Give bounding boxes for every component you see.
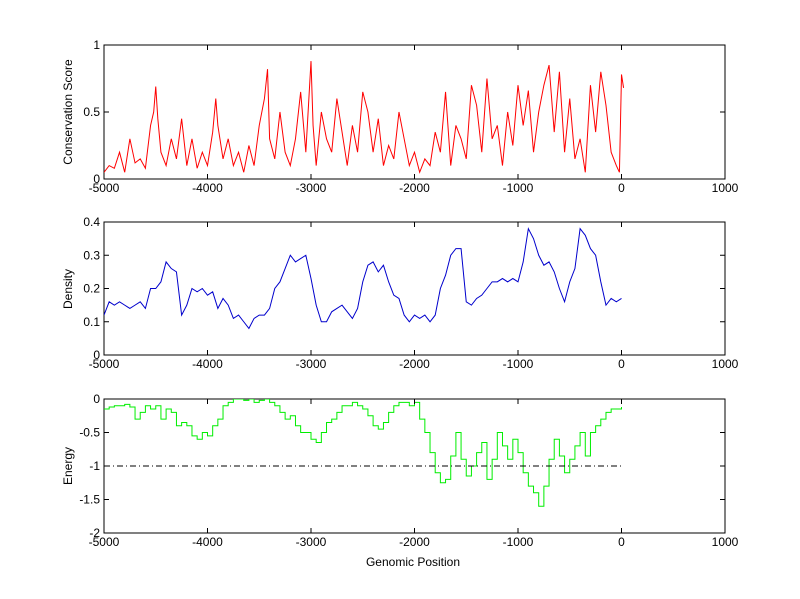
conservation-xtick-label: 0 bbox=[618, 181, 625, 195]
density-ytick-label: 0.4 bbox=[83, 215, 100, 229]
energy-xtick-label: -4000 bbox=[192, 535, 223, 549]
conservation-ytick-label: 1 bbox=[93, 38, 100, 52]
energy-ytick-label: -1 bbox=[89, 459, 100, 473]
energy-ytick-label: -0.5 bbox=[79, 426, 100, 440]
energy-ytick-label: -1.5 bbox=[79, 493, 100, 507]
conservation-xtick-label: -2000 bbox=[399, 181, 430, 195]
density-ytick-label: 0.2 bbox=[83, 282, 100, 296]
conservation-xtick-label: -3000 bbox=[296, 181, 327, 195]
density-ytick-label: 0.1 bbox=[83, 315, 100, 329]
energy-panel: Energy Genomic Position -5000 -4000 -3000 -… bbox=[61, 392, 739, 569]
energy-xtick-label: -1000 bbox=[503, 535, 534, 549]
energy-ylabel: Energy bbox=[61, 447, 75, 485]
conservation-ytick-label: 0 bbox=[93, 172, 100, 186]
density-axes-frame bbox=[103, 221, 726, 356]
conservation-axes-frame bbox=[103, 44, 726, 180]
energy-xtick-label: 1000 bbox=[712, 535, 739, 549]
energy-xtick-label: -3000 bbox=[296, 535, 327, 549]
conservation-ylabel: Conservation Score bbox=[61, 59, 75, 165]
energy-ytick-label: 0 bbox=[93, 392, 100, 406]
conservation-xtick-label: 1000 bbox=[712, 181, 739, 195]
density-panel: Density -5000 -4000 -3000 -2000 -1000 0 1000 0 0… bbox=[61, 215, 739, 371]
energy-xlabel: Genomic Position bbox=[366, 555, 460, 569]
density-ytick-label: 0 bbox=[93, 348, 100, 362]
energy-series-0-line bbox=[104, 399, 622, 507]
energy-xtick-label: 0 bbox=[618, 535, 625, 549]
density-xtick-label: 0 bbox=[618, 357, 625, 371]
density-ylabel: Density bbox=[61, 269, 75, 309]
density-xtick-label: -3000 bbox=[296, 357, 327, 371]
energy-ytick-label: -2 bbox=[89, 526, 100, 540]
density-series-0-line bbox=[104, 227, 622, 330]
conservation-ytick-label: 0.5 bbox=[83, 105, 100, 119]
conservation-series-0-line bbox=[104, 61, 625, 174]
conservation-xtick-label: -1000 bbox=[503, 181, 534, 195]
conservation-xtick-label: -4000 bbox=[192, 181, 223, 195]
conservation-xtick-label: -5000 bbox=[89, 181, 120, 195]
density-xtick-label: -5000 bbox=[89, 357, 120, 371]
density-xtick-label: 1000 bbox=[712, 357, 739, 371]
density-xtick-label: -4000 bbox=[192, 357, 223, 371]
density-xtick-label: -1000 bbox=[503, 357, 534, 371]
density-xtick-label: -2000 bbox=[399, 357, 430, 371]
energy-xtick-label: -5000 bbox=[89, 535, 120, 549]
energy-xtick-label: -2000 bbox=[399, 535, 430, 549]
energy-axes-frame bbox=[103, 398, 726, 534]
conservation-score-panel: Conservation Score -5000 -4000 -3000 -2000 -… bbox=[61, 38, 739, 195]
density-ytick-label: 0.3 bbox=[83, 248, 100, 262]
